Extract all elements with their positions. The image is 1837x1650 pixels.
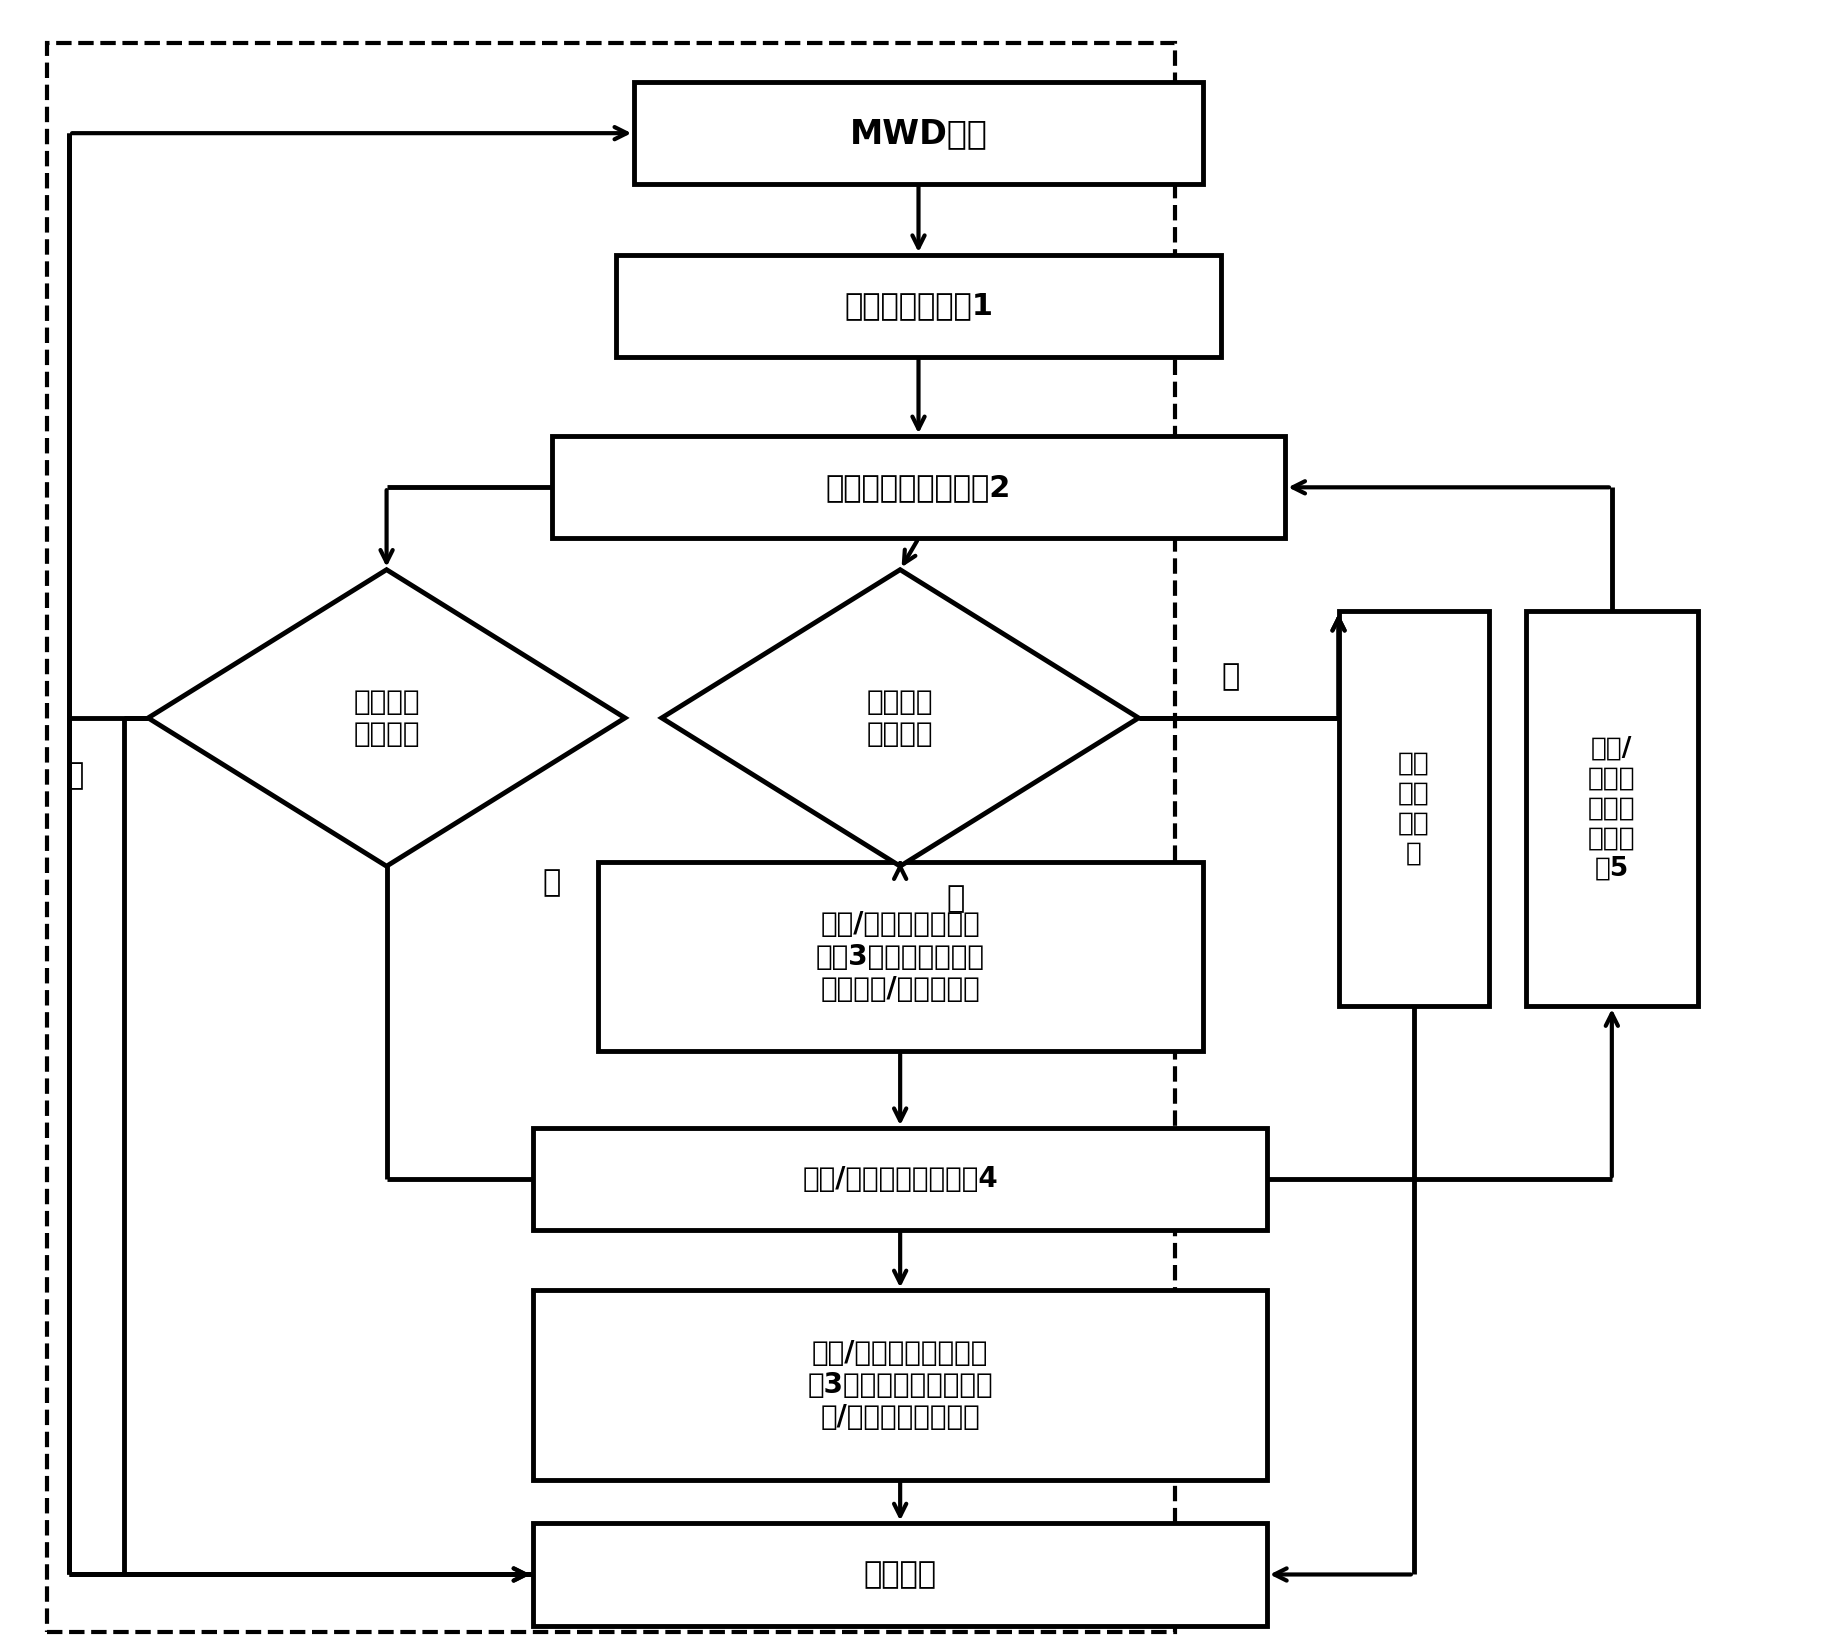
Text: 是否超出
设定阈值: 是否超出 设定阈值 <box>867 688 933 747</box>
Text: MWD信号: MWD信号 <box>849 117 988 150</box>
Polygon shape <box>661 569 1139 866</box>
FancyBboxPatch shape <box>615 256 1222 356</box>
Text: 否: 否 <box>542 868 560 898</box>
Text: 继续钻进: 继续钻进 <box>863 1559 937 1589</box>
Text: 顶驱/转盘伺服和制动系
统3中的制动系统制动顶
驱/转盘，锁定工具面: 顶驱/转盘伺服和制动系 统3中的制动系统制动顶 驱/转盘，锁定工具面 <box>806 1338 994 1432</box>
FancyBboxPatch shape <box>1525 610 1697 1006</box>
FancyBboxPatch shape <box>533 1523 1268 1625</box>
Text: 顶驱/转盘角度传感系统4: 顶驱/转盘角度传感系统4 <box>803 1165 997 1193</box>
Text: 是: 是 <box>946 884 964 914</box>
Text: 工具面解码系统1: 工具面解码系统1 <box>843 292 994 320</box>
Text: 不采
取调
整措
施: 不采 取调 整措 施 <box>1398 751 1429 866</box>
FancyBboxPatch shape <box>533 1290 1268 1480</box>
Text: 顶驱/
转盘角
度信号
处理系
统5: 顶驱/ 转盘角 度信号 处理系 统5 <box>1587 736 1635 881</box>
Text: 是否达到
设定角度: 是否达到 设定角度 <box>353 688 421 747</box>
FancyBboxPatch shape <box>551 436 1286 538</box>
FancyBboxPatch shape <box>1339 610 1490 1006</box>
Text: 动态工具面控制系统2: 动态工具面控制系统2 <box>827 474 1010 502</box>
Text: 顶驱/转盘伺服和制动
系统3中的伺服系统，
调整顶驱/转盘的角度: 顶驱/转盘伺服和制动 系统3中的伺服系统， 调整顶驱/转盘的角度 <box>816 911 985 1003</box>
FancyBboxPatch shape <box>597 861 1203 1051</box>
Text: 是: 是 <box>66 761 85 790</box>
FancyBboxPatch shape <box>533 1129 1268 1231</box>
FancyBboxPatch shape <box>634 82 1203 185</box>
Text: 否: 否 <box>1222 662 1240 691</box>
Polygon shape <box>149 569 625 866</box>
